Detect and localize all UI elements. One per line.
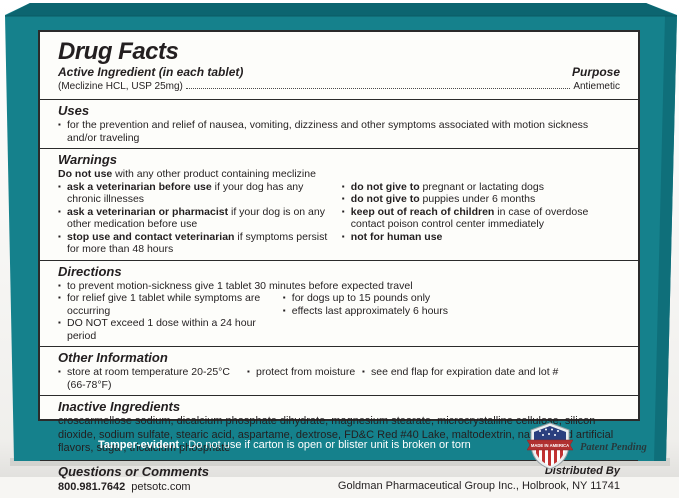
- active-ingredient-label: Active Ingredient (in each tablet): [58, 65, 244, 79]
- warning-item: do not give to puppies under 6 months: [342, 193, 620, 206]
- tamper-bold: Tamper-evident: [98, 439, 180, 451]
- warning-bold: not for human use: [350, 230, 443, 243]
- distributor-block: Distributed By Goldman Pharmaceutical Gr…: [338, 464, 620, 494]
- directions-bullet-full: to prevent motion-sickness give 1 tablet…: [58, 280, 620, 293]
- warning-rest: puppies under 6 months: [419, 193, 536, 205]
- do-not-use-rest: with any other product containing mecliz…: [112, 168, 316, 180]
- directions-section: Directions to prevent motion-sickness gi…: [40, 259, 638, 347]
- warnings-columns: ask a veterinarian before use if your do…: [58, 181, 620, 256]
- uses-heading: Uses: [58, 103, 90, 118]
- warning-item: do not give to pregnant or lactating dog…: [342, 181, 620, 194]
- inactive-ingredients-section: Inactive Ingredients croscarmellose sodi…: [40, 395, 638, 460]
- distributed-by-value: Goldman Pharmaceutical Group Inc., Holbr…: [337, 479, 620, 492]
- contact-heading: Questions or Comments: [58, 463, 209, 479]
- made-in-america-badge-icon: MADE IN AMERICA: [527, 422, 573, 470]
- warning-item: stop use and contact veterinarian if sym…: [58, 231, 334, 256]
- product-box-back-panel: Drug Facts Active Ingredient (in each ta…: [0, 0, 679, 477]
- directions-columns: for relief give 1 tablet while symptoms …: [58, 292, 620, 342]
- carton-shadow: [10, 458, 670, 466]
- carton-top-lid: [5, 3, 677, 16]
- contact-left: Questions or Comments 800.981.7642 petsot…: [58, 464, 209, 494]
- contact-website: petsotc.com: [131, 480, 191, 493]
- directions-left-column: for relief give 1 tablet while symptoms …: [58, 292, 283, 342]
- tamper-rest: : Do not use if carton is open or bliste…: [179, 439, 471, 451]
- uses-bullet: for the prevention and relief of nausea,…: [58, 119, 620, 144]
- other-info-bullet: see end flap for expiration date and lot…: [362, 366, 620, 391]
- purpose-label: Purpose: [571, 65, 620, 79]
- panel-title: Drug Facts: [58, 38, 179, 65]
- dotted-leader: [185, 88, 571, 89]
- tamper-evident-notice: Tamper-evident : Do not use if carton is…: [98, 438, 471, 452]
- warnings-section: Warnings Do not use with any other produ…: [40, 148, 638, 260]
- patent-pending-label: Patent Pending: [580, 442, 647, 453]
- directions-bullet: DO NOT exceed 1 dose within a 24 hour pe…: [58, 317, 283, 342]
- ingredient-name: (Meclizine HCL, USP 25mg): [58, 81, 183, 92]
- other-information-section: Other Information store at room temperat…: [40, 346, 638, 395]
- warning-bold: do not give to: [350, 180, 420, 193]
- warnings-left-column: ask a veterinarian before use if your do…: [58, 181, 342, 256]
- warning-bold: stop use and contact veterinarian: [67, 230, 235, 243]
- warning-item: ask a veterinarian or pharmacist if your…: [58, 206, 334, 231]
- warning-bold: keep out of reach of children: [350, 205, 495, 218]
- other-info-bullet: store at room temperature 20-25°C (66-78…: [58, 366, 247, 391]
- uses-section: Uses for the prevention and relief of na…: [40, 99, 638, 148]
- warning-bold: ask a veterinarian or pharmacist: [67, 205, 229, 218]
- warning-item: keep out of reach of children in case of…: [342, 206, 620, 231]
- distributed-by-label: Distributed By: [544, 464, 620, 477]
- warnings-right-column: do not give to pregnant or lactating dog…: [342, 181, 620, 256]
- drug-facts-panel: Drug Facts Active Ingredient (in each ta…: [38, 30, 640, 493]
- warning-bold: ask a veterinarian before use: [67, 180, 212, 193]
- active-ingredient-row: Active Ingredient (in each tablet) Purpo…: [58, 65, 620, 80]
- badge-banner: [527, 439, 573, 451]
- other-information-heading: Other Information: [58, 350, 168, 365]
- warning-rest: pregnant or lactating dogs: [419, 180, 544, 193]
- warnings-do-not-use: Do not use with any other product contai…: [58, 168, 620, 181]
- other-info-bullet: protect from moisture: [247, 366, 362, 391]
- do-not-use-bold: Do not use: [58, 168, 113, 180]
- inactive-ingredients-heading: Inactive Ingredients: [58, 399, 181, 414]
- warning-rest: if your dog is on any other medication b…: [67, 205, 325, 231]
- carton-right-face: [654, 15, 677, 461]
- warnings-heading: Warnings: [58, 152, 117, 167]
- directions-bullet: for relief give 1 tablet while symptoms …: [58, 292, 283, 317]
- header-section: Drug Facts Active Ingredient (in each ta…: [40, 32, 638, 99]
- directions-bullet: effects last approximately 6 hours: [283, 305, 620, 318]
- badge-banner-text: MADE IN AMERICA: [531, 443, 569, 448]
- purpose-value: Antiemetic: [573, 81, 620, 92]
- warning-bold: do not give to: [350, 193, 420, 205]
- warning-item: not for human use: [342, 231, 620, 244]
- directions-bullet: for dogs up to 15 pounds only: [283, 292, 620, 305]
- warning-item: ask a veterinarian before use if your do…: [58, 181, 334, 206]
- other-information-row: store at room temperature 20-25°C (66-78…: [58, 366, 620, 391]
- inactive-ingredients-text: croscarmellose sodium, dicalcium phospha…: [58, 415, 614, 454]
- directions-heading: Directions: [58, 263, 122, 279]
- contact-phone-row: 800.981.7642 petsotc.com: [58, 480, 209, 494]
- ingredient-name-row: (Meclizine HCL, USP 25mg) Antiemetic: [58, 80, 620, 95]
- directions-right-column: for dogs up to 15 pounds only effects la…: [283, 292, 620, 342]
- contact-phone: 800.981.7642: [58, 480, 126, 493]
- warning-rest: if symptoms persist for more than 48 hou…: [67, 230, 328, 256]
- warning-rest: in case of overdose contact poison contr…: [350, 205, 589, 231]
- warning-rest: if your dog has any chronic illnesses: [67, 180, 304, 206]
